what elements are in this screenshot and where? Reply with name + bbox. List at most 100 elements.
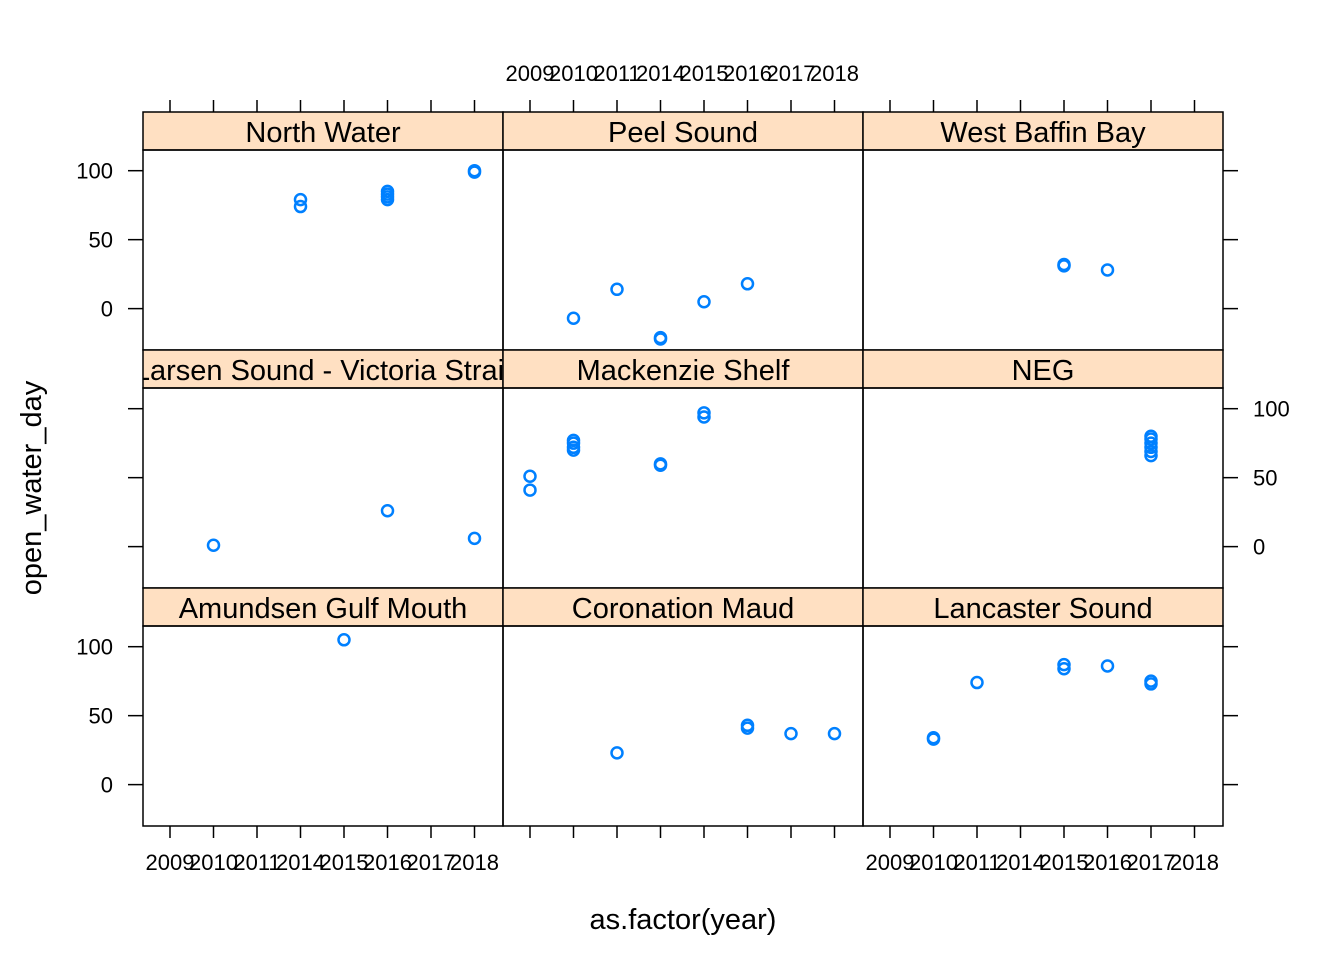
x-tick-label: 2011 (593, 61, 640, 86)
data-point (1144, 444, 1158, 459)
x-tick-label: 2010 (189, 850, 238, 875)
panel-frame (862, 149, 1224, 351)
data-point (467, 531, 482, 546)
strip-background (502, 111, 864, 151)
x-tick-label: 2014 (996, 850, 1045, 875)
panel-frame (862, 625, 1224, 827)
strip-title: NEG (1012, 355, 1075, 387)
data-point (566, 440, 581, 455)
panel-7: Coronation Maud (502, 587, 864, 827)
data-point (1100, 659, 1115, 673)
data-point (697, 294, 711, 309)
y-tick-label: 0 (101, 773, 113, 798)
panel-1: Peel Sound (502, 111, 864, 351)
axes-layer: 2009201020112014201520162017201820092010… (76, 61, 1289, 875)
x-tick-label: 2009 (146, 850, 195, 875)
x-tick-label: 2017 (767, 61, 816, 86)
strip-title: West Baffin Bay (940, 117, 1146, 149)
x-tick-label: 2009 (506, 61, 555, 86)
panel-frame (502, 149, 864, 351)
panel-frame (502, 625, 864, 827)
panel-8: Lancaster Sound (862, 587, 1224, 827)
y-tick-label: 0 (101, 297, 113, 322)
data-point (740, 277, 755, 291)
y-axis-row-2-right (1223, 645, 1238, 786)
x-tick-label: 2011 (953, 850, 1000, 875)
strip-title: Mackenzie Shelf (577, 355, 791, 387)
panel-0: North Water (142, 111, 504, 351)
data-point (1057, 257, 1071, 272)
panel-6: Amundsen Gulf Mouth (142, 587, 504, 827)
x-tick-label: 2017 (407, 850, 456, 875)
strip-title: Lancaster Sound (933, 593, 1152, 625)
data-point (293, 199, 308, 214)
x-tick-label: 2018 (1170, 850, 1219, 875)
data-point (784, 726, 798, 741)
data-point (697, 410, 711, 424)
x-tick-label: 2015 (1040, 850, 1089, 875)
x-tick-label: 2016 (1083, 850, 1132, 875)
panel-3: Larsen Sound - Victoria Strait (142, 349, 504, 589)
data-point (653, 332, 668, 346)
strip-title: Amundsen Gulf Mouth (179, 593, 468, 625)
data-point (1057, 662, 1071, 676)
x-tick-label: 2014 (276, 850, 325, 875)
data-point (1144, 429, 1158, 444)
strip-background (502, 587, 864, 627)
panel-2: West Baffin Bay (862, 111, 1224, 351)
y-axis-row-0-right (1223, 169, 1238, 310)
y-axis-row-2-left: 0 50 100 (76, 635, 143, 798)
data-point (566, 433, 581, 448)
y-tick-label: 0 (1253, 535, 1265, 560)
y-axis-title: open_water_day (16, 380, 48, 595)
panel-5: NEG (862, 349, 1224, 589)
data-point (610, 746, 624, 760)
x-tick-label: 2018 (810, 61, 859, 86)
strip-background (502, 349, 864, 389)
panel-frame (142, 625, 504, 827)
data-point (1144, 448, 1158, 463)
data-point (206, 538, 221, 552)
x-tick-label: 2015 (680, 61, 729, 86)
x-axis-col-0 (169, 100, 476, 112)
strip-background (142, 587, 504, 627)
data-point (523, 469, 537, 484)
data-point (293, 192, 308, 207)
y-tick-label: 50 (1253, 466, 1277, 491)
panels-layer: North Water Peel Sound West Baffin Bay Lars… (142, 111, 1224, 827)
x-tick-label: 2016 (723, 61, 772, 86)
data-point (523, 483, 537, 497)
data-point (1144, 436, 1158, 450)
strip-background (142, 111, 504, 151)
y-axis-row-1-right: 0 50 100 (1223, 397, 1290, 560)
strip-title: Coronation Maud (572, 593, 794, 625)
x-tick-label: 2011 (233, 850, 280, 875)
data-point (380, 184, 395, 199)
data-point (337, 633, 351, 647)
data-point (697, 406, 711, 420)
x-tick-label: 2016 (363, 850, 412, 875)
x-tick-label: 2015 (320, 850, 369, 875)
strip-background (862, 587, 1224, 627)
strip-title: Peel Sound (608, 117, 758, 149)
data-point (653, 457, 668, 471)
y-tick-label: 50 (89, 704, 113, 729)
x-tick-label: 2010 (549, 61, 598, 86)
x-axis-col-2 (889, 100, 1196, 112)
data-point (1057, 657, 1071, 672)
panel-frame (142, 149, 504, 351)
x-axis-title: as.factor(year) (590, 904, 777, 936)
x-tick-label: 2018 (450, 850, 499, 875)
y-axis-row-0-left: 0 50 100 (76, 159, 143, 322)
panel-frame (142, 387, 504, 589)
data-point (467, 163, 482, 178)
data-point (926, 730, 941, 745)
y-tick-label: 100 (1253, 397, 1290, 422)
panel-frame (862, 387, 1224, 589)
data-point (610, 282, 624, 297)
panel-4: Mackenzie Shelf (502, 349, 864, 589)
strip-background (142, 349, 504, 389)
panel-frame (502, 387, 864, 589)
x-tick-label: 2009 (866, 850, 915, 875)
